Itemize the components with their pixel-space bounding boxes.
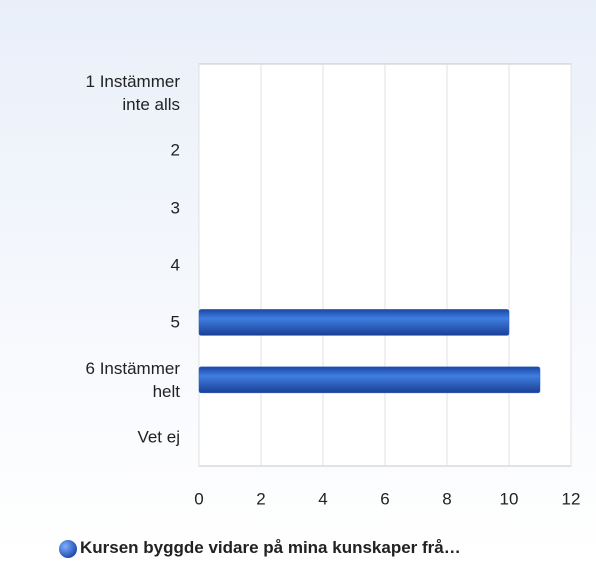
x-tick-label: 10 bbox=[500, 489, 519, 508]
x-tick-label: 8 bbox=[442, 489, 451, 508]
x-tick-label: 2 bbox=[256, 489, 265, 508]
y-tick-label: 4 bbox=[170, 255, 180, 275]
y-tick-label: 3 bbox=[170, 198, 180, 218]
y-tick-label: 2 bbox=[170, 140, 180, 160]
legend-label: Kursen byggde vidare på mina kunskaper f… bbox=[80, 538, 461, 557]
x-tick-label: 0 bbox=[194, 489, 203, 508]
x-tick-label: 12 bbox=[562, 489, 581, 508]
bar bbox=[198, 309, 510, 336]
x-tick-label: 6 bbox=[380, 489, 389, 508]
y-tick-label: 5 bbox=[170, 312, 180, 332]
bar bbox=[198, 366, 541, 394]
y-tick-label: Vet ej bbox=[137, 427, 180, 447]
x-tick-label: 4 bbox=[318, 489, 327, 508]
y-tick-label: 1 Instämmer inte alls bbox=[85, 71, 180, 114]
y-tick-label: 6 Instämmer helt bbox=[85, 358, 180, 401]
legend-marker bbox=[59, 540, 77, 558]
